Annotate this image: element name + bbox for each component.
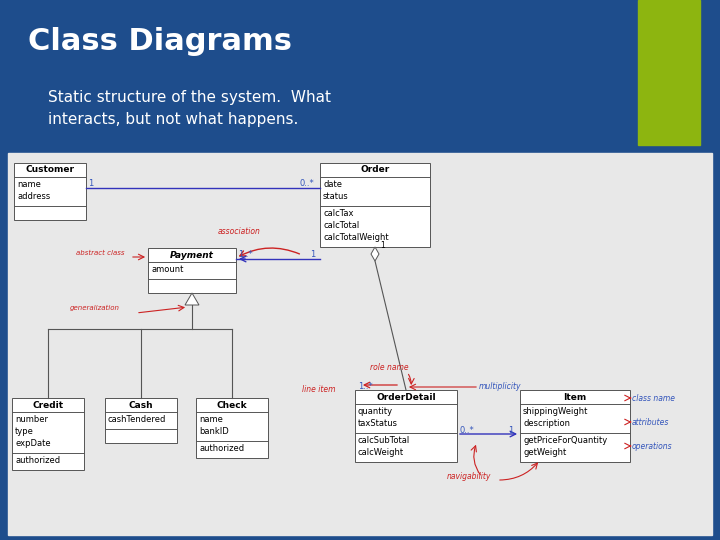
Bar [148,248,236,293]
Text: name: name [199,415,223,424]
Text: getPriceForQuantity: getPriceForQuantity [523,436,607,445]
Text: amount: amount [151,265,184,274]
Text: line item: line item [302,385,336,394]
Text: 1: 1 [310,250,315,259]
Polygon shape [371,247,379,261]
Bar [8,153,712,535]
Bar [320,163,430,247]
Polygon shape [185,293,199,305]
Text: Check: Check [217,401,247,409]
Text: attributes: attributes [632,418,670,427]
Text: authorized: authorized [199,444,244,453]
Text: class name: class name [632,394,675,403]
Text: description: description [523,419,570,428]
Text: 1..*: 1..* [238,250,253,259]
Text: Customer: Customer [25,165,74,174]
Text: operations: operations [632,442,672,451]
Text: interacts, but not what happens.: interacts, but not what happens. [48,112,298,127]
Text: 0..*: 0..* [459,426,474,435]
Text: Item: Item [563,393,587,402]
Text: abstract class: abstract class [76,250,125,256]
Bar [105,398,177,443]
Text: calcTotal: calcTotal [323,221,359,230]
Text: authorized: authorized [15,456,60,465]
Text: 1: 1 [508,426,513,435]
Text: Static structure of the system.  What: Static structure of the system. What [48,90,331,105]
Text: role name: role name [370,363,409,372]
Text: generalization: generalization [70,305,120,311]
Text: association: association [218,227,261,236]
Text: calcTax: calcTax [323,209,354,218]
Bar [12,398,84,470]
Text: 1: 1 [88,179,94,188]
Bar [14,163,86,220]
Text: multiplicity: multiplicity [479,382,521,391]
Text: 0..*: 0..* [300,179,315,188]
Text: Order: Order [361,165,390,174]
Text: navigability: navigability [447,472,491,481]
Bar [638,0,700,145]
Text: expDate: expDate [15,439,50,448]
Text: quantity: quantity [358,407,393,416]
Text: getWeight: getWeight [523,448,566,457]
Text: calcSubTotal: calcSubTotal [358,436,410,445]
Text: Cash: Cash [129,401,153,409]
Text: 1: 1 [380,241,384,250]
Text: shippingWeight: shippingWeight [523,407,588,416]
Bar [520,390,630,462]
Bar [196,398,268,458]
Text: calcWeight: calcWeight [358,448,404,457]
Text: 1..*: 1..* [358,382,373,391]
Text: bankID: bankID [199,427,229,436]
Text: number: number [15,415,48,424]
Text: name: name [17,180,41,189]
Bar [0,0,720,155]
Text: calcTotalWeight: calcTotalWeight [323,233,389,242]
Text: date: date [323,180,342,189]
Text: Class Diagrams: Class Diagrams [28,28,292,57]
Text: OrderDetail: OrderDetail [376,393,436,402]
Text: type: type [15,427,34,436]
Bar [355,390,457,462]
Text: Credit: Credit [32,401,63,409]
Text: Payment: Payment [170,251,214,260]
Text: cashTendered: cashTendered [108,415,166,424]
Text: taxStatus: taxStatus [358,419,398,428]
Text: status: status [323,192,348,201]
Text: address: address [17,192,50,201]
